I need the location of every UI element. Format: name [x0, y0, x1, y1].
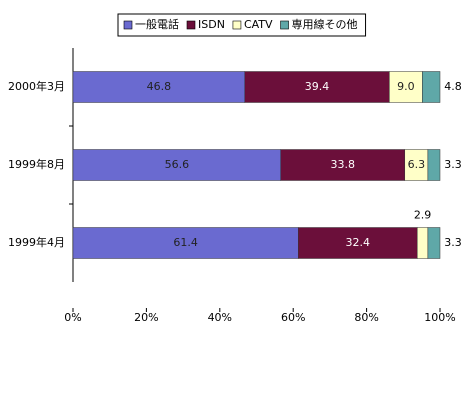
value-label: 2.9 — [414, 209, 432, 222]
value-label: 32.4 — [346, 236, 371, 249]
bar-segment — [427, 227, 441, 259]
bar-segment — [280, 149, 406, 181]
y-tick-label: 1999年4月 — [8, 235, 65, 249]
bar-segment — [427, 149, 441, 181]
legend-marker — [280, 20, 289, 30]
legend-marker — [123, 20, 133, 30]
legend-marker — [186, 20, 196, 30]
value-label: 56.6 — [165, 158, 190, 171]
value-label: 46.8 — [147, 80, 172, 93]
x-tick-label: 60% — [281, 311, 305, 324]
x-tick-label: 80% — [354, 311, 378, 324]
value-label: 6.3 — [408, 158, 426, 171]
legend-marker — [232, 20, 242, 30]
legend-label: ISDN — [198, 18, 225, 31]
value-label: 61.4 — [173, 236, 198, 249]
legend-label: CATV — [244, 18, 273, 31]
bar-segment — [416, 227, 429, 259]
value-label: 9.0 — [397, 80, 415, 93]
x-tick-label: 0% — [64, 311, 81, 324]
bar-segment — [422, 71, 441, 103]
bar-segment — [72, 149, 281, 181]
value-label: 3.3 — [444, 158, 462, 171]
bar-segment — [244, 71, 390, 103]
value-label: 4.8 — [444, 80, 462, 93]
value-label: 39.4 — [305, 80, 330, 93]
bar-segment — [72, 227, 299, 259]
legend-label: 一般電話 — [135, 17, 179, 31]
bar-segment — [72, 71, 246, 103]
x-tick-label: 40% — [208, 311, 232, 324]
x-tick-label: 20% — [134, 311, 158, 324]
bar-segment — [389, 71, 423, 103]
y-tick-label: 1999年8月 — [8, 157, 65, 171]
bar-segment — [298, 227, 418, 259]
value-label: 3.3 — [444, 236, 462, 249]
legend-box — [117, 13, 367, 37]
y-tick-label: 2000年3月 — [8, 79, 65, 93]
x-tick-label: 100% — [424, 311, 455, 324]
legend-label: 専用線その他 — [292, 17, 358, 31]
value-label: 33.8 — [330, 158, 355, 171]
